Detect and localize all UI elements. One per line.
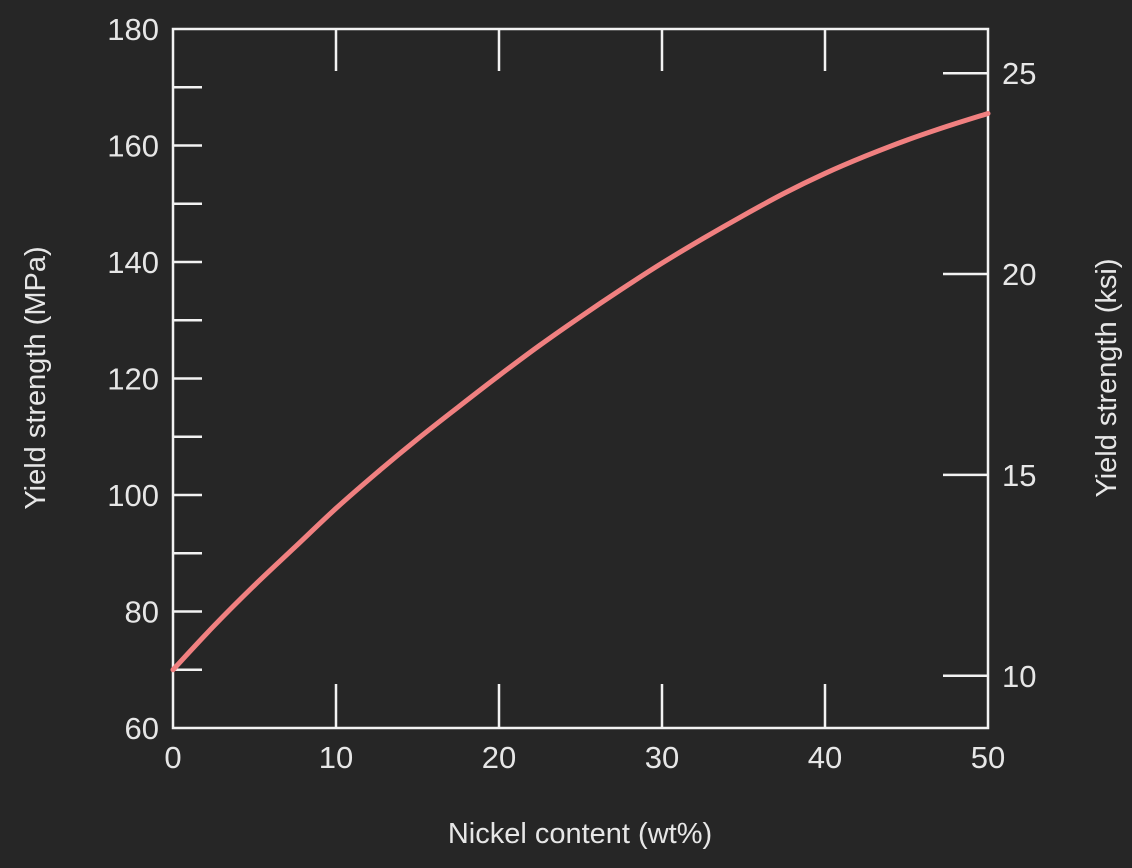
x-tick-label-50: 50 xyxy=(971,740,1005,775)
x-tick-label-20: 20 xyxy=(482,740,516,775)
series-line-0 xyxy=(170,110,991,673)
plot-frame xyxy=(171,27,990,730)
y-tick-label-100: 100 xyxy=(107,478,159,513)
x-tick-label-10: 10 xyxy=(319,740,353,775)
y2-axis-label: Yield strength (ksi) xyxy=(1091,258,1123,497)
y-tick-label-80: 80 xyxy=(125,595,159,630)
tick-labels: 0 10 20 30 40 50 60 80 100 120 140 160 180 10 15 20 25 xyxy=(107,12,1036,775)
y2-tick-label-25: 25 xyxy=(1002,56,1036,91)
x-axis-label: Nickel content (wt%) xyxy=(448,818,712,850)
x-tick-label-40: 40 xyxy=(808,740,842,775)
y-tick-label-180: 180 xyxy=(107,12,159,47)
y-tick-label-140: 140 xyxy=(107,245,159,280)
y2-tick-label-20: 20 xyxy=(1002,257,1036,292)
y-tick-label-160: 160 xyxy=(107,129,159,164)
tick-marks xyxy=(173,29,988,728)
x-tick-label-30: 30 xyxy=(645,740,679,775)
x-tick-label-0: 0 xyxy=(164,740,181,775)
y-tick-label-60: 60 xyxy=(125,711,159,746)
y-axis-label: Yield strength (MPa) xyxy=(20,246,52,509)
y2-tick-label-15: 15 xyxy=(1002,458,1036,493)
series-layer xyxy=(170,110,991,673)
y-tick-label-120: 120 xyxy=(107,362,159,397)
y2-tick-label-10: 10 xyxy=(1002,659,1036,694)
